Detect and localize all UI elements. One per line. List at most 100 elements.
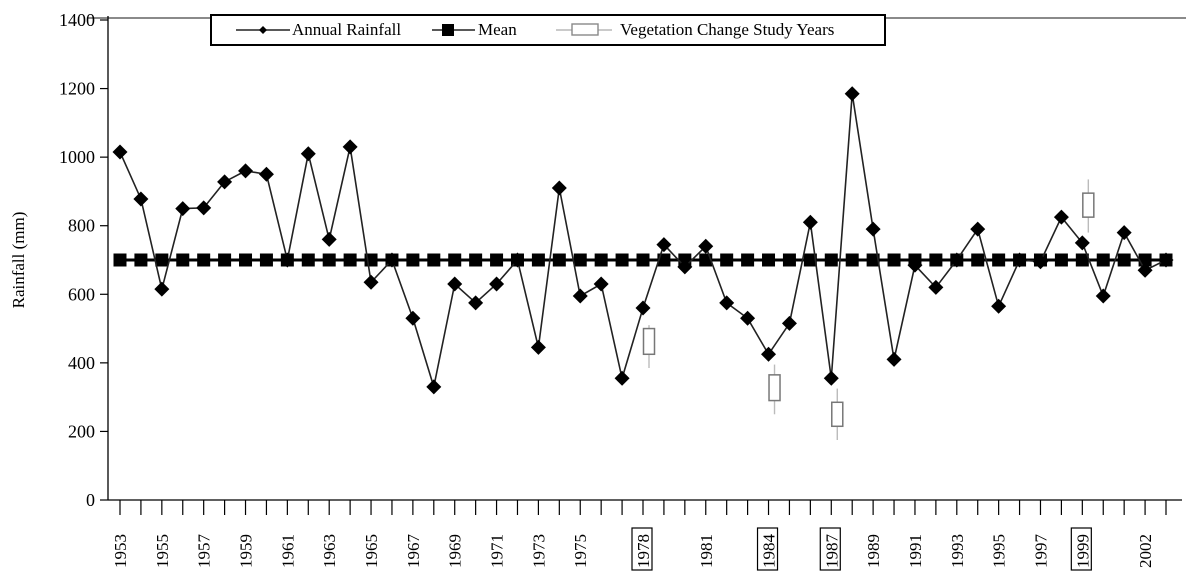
x-tick-label-group: 1971	[488, 534, 507, 568]
mean-marker	[782, 253, 796, 267]
annual-rainfall-marker	[656, 237, 672, 253]
annual-rainfall-marker	[468, 295, 484, 311]
annual-rainfall-marker	[970, 221, 986, 237]
x-tick-label: 1963	[320, 534, 339, 568]
study-year-box	[642, 327, 656, 356]
mean-marker	[845, 253, 859, 267]
annual-rainfall-marker	[593, 276, 609, 292]
mean-marker	[406, 253, 420, 267]
mean-marker	[113, 253, 127, 267]
y-tick-label: 1000	[59, 147, 95, 167]
mean-marker	[573, 253, 587, 267]
annual-rainfall-marker	[217, 174, 233, 190]
mean-marker	[197, 253, 211, 267]
mean-marker	[929, 253, 943, 267]
x-tick-label-highlight-box	[819, 527, 841, 571]
x-tick-label: 1993	[948, 534, 967, 568]
x-tick-label: 1973	[529, 534, 548, 568]
x-tick-label-highlight-box	[756, 527, 779, 571]
annual-rainfall-marker	[1074, 235, 1090, 251]
x-tick-label-group: 2002	[1136, 534, 1155, 568]
annual-rainfall-marker	[740, 310, 756, 326]
x-tick-label: 1971	[488, 534, 507, 568]
annual-rainfall-marker	[489, 276, 505, 292]
legend-box	[210, 14, 886, 46]
annual-rainfall-marker	[1032, 254, 1048, 270]
annual-rainfall-marker	[719, 295, 735, 311]
annual-rainfall-marker	[321, 231, 337, 247]
annual-rainfall-marker	[1158, 252, 1174, 268]
x-tick-label-group: 1991	[906, 534, 925, 568]
x-tick-label-group: 1963	[320, 534, 339, 568]
annual-rainfall-marker	[886, 351, 902, 367]
x-tick-label-highlight-box	[1070, 527, 1092, 571]
annual-rainfall-marker	[1012, 252, 1028, 268]
x-tick-label-group: 1961	[278, 534, 297, 568]
x-tick-label-group: 1959	[237, 534, 256, 568]
y-tick-label: 800	[68, 216, 95, 236]
mean-marker	[322, 253, 336, 267]
axes: 0 200 400 600 800 1000 1200 1400 1953 1955 1957 195…	[9, 10, 1182, 571]
mean-marker	[427, 253, 441, 267]
mean-marker	[866, 253, 880, 267]
x-tick-label: 1959	[237, 534, 256, 568]
mean-marker	[218, 253, 232, 267]
x-tick-label-group: 1995	[990, 534, 1009, 568]
x-tick-label: 1975	[571, 534, 590, 568]
annual-rainfall-marker	[300, 146, 316, 162]
mean-marker	[448, 253, 462, 267]
annual-rainfall-marker	[551, 180, 567, 196]
x-tick-label: 1957	[195, 534, 214, 569]
annual-rainfall-marker	[635, 300, 651, 316]
mean-marker	[762, 253, 776, 267]
legend: Annual Rainfall Mean Vegetation Change S…	[210, 14, 886, 46]
annual-rainfall-marker	[907, 257, 923, 273]
study-year-box	[831, 401, 844, 428]
annual-rainfall-marker	[572, 288, 588, 304]
x-tick-label-group: 1955	[153, 534, 172, 568]
mean-marker	[1054, 253, 1068, 267]
x-tick-label: 1953	[111, 534, 130, 568]
legend-label-annual-rainfall: Annual Rainfall	[292, 20, 401, 39]
annual-rainfall-marker	[865, 221, 881, 237]
x-tick-label-group: 1997	[1031, 534, 1050, 569]
x-tick-label-group: 1978	[631, 527, 653, 571]
annual-rainfall-marker	[844, 86, 860, 102]
x-tick-label: 1987	[822, 534, 841, 569]
x-tick-label: 1961	[278, 534, 297, 568]
mean-marker	[259, 253, 273, 267]
x-tick-label: 1989	[864, 534, 883, 568]
annual-rainfall-marker	[196, 200, 212, 216]
annual-rainfall-marker	[991, 298, 1007, 314]
x-tick-label-group: 1957	[195, 534, 214, 569]
annual-rainfall-marker	[1137, 262, 1153, 278]
annual-rainfall-marker	[279, 252, 295, 268]
mean-marker	[1117, 253, 1131, 267]
mean-marker	[720, 253, 734, 267]
x-tick-label-group: 1975	[571, 534, 590, 568]
annual-rainfall-marker	[238, 163, 254, 179]
annual-rainfall-marker	[363, 274, 379, 290]
x-tick-label-group: 1969	[446, 534, 465, 568]
annual-rainfall-marker	[949, 252, 965, 268]
mean-marker	[343, 253, 357, 267]
x-tick-label: 1991	[906, 534, 925, 568]
y-tick-label: 600	[68, 284, 95, 304]
legend-label-mean: Mean	[478, 20, 517, 39]
annual-rainfall-marker	[112, 144, 128, 160]
x-tick-label: 1981	[697, 534, 716, 568]
annual-rainfall-marker	[405, 310, 421, 326]
x-tick-label: 1955	[153, 534, 172, 568]
annual-rainfall-marker	[342, 139, 358, 155]
mean-marker	[803, 253, 817, 267]
annual-rainfall-marker	[823, 370, 839, 386]
annual-rainfall-marker	[426, 379, 442, 395]
y-tick-label: 200	[68, 421, 95, 441]
mean-marker	[594, 253, 608, 267]
annual-rainfall-marker	[258, 166, 274, 182]
annual-rainfall-marker	[698, 238, 714, 254]
y-tick-label: 1200	[59, 79, 95, 99]
mean-marker	[531, 253, 545, 267]
annual-rainfall-marker	[1116, 225, 1132, 241]
annual-rainfall-marker	[530, 339, 546, 355]
